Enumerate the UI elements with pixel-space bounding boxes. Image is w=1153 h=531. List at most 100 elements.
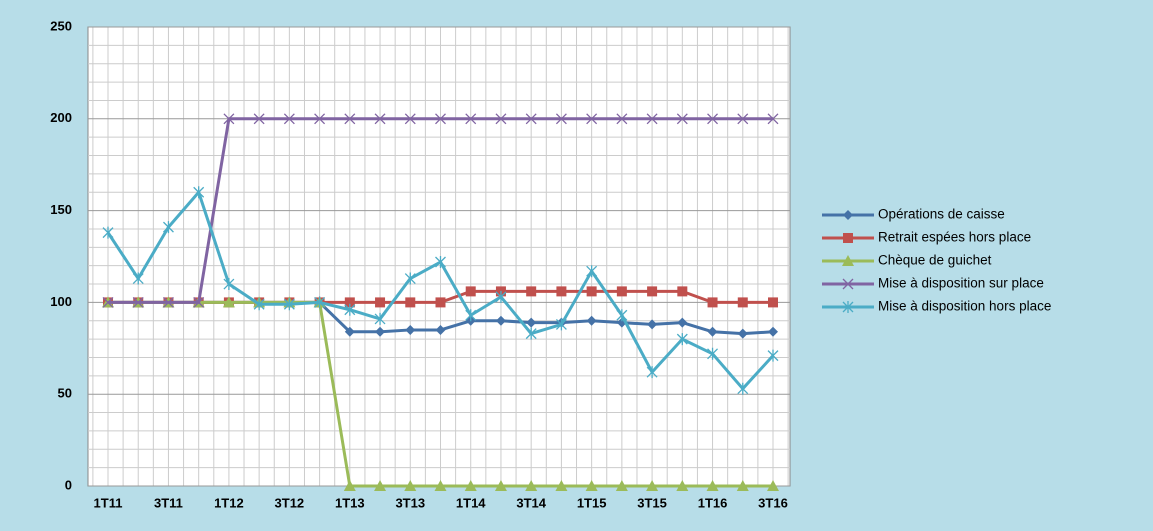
y-tick-label: 150 [50, 202, 72, 217]
marker [253, 113, 265, 125]
marker [586, 315, 597, 326]
x-tick-label: 1T11 [94, 495, 123, 510]
marker [223, 278, 235, 291]
marker [646, 366, 658, 379]
marker [555, 113, 567, 125]
x-tick-label: 3T11 [154, 495, 183, 510]
y-tick-label: 100 [50, 294, 72, 309]
marker [586, 265, 598, 278]
marker [253, 298, 265, 311]
y-tick-label: 200 [50, 110, 72, 125]
marker [404, 272, 416, 285]
y-tick-label: 250 [50, 18, 72, 33]
marker [404, 480, 417, 491]
x-tick-label: 1T16 [698, 495, 728, 510]
marker [435, 256, 446, 269]
marker [344, 297, 355, 308]
marker [526, 286, 537, 297]
marker [314, 113, 326, 125]
marker [767, 480, 779, 491]
marker [162, 296, 174, 308]
marker [494, 480, 507, 491]
x-tick-label: 3T15 [637, 495, 667, 510]
marker [616, 113, 628, 125]
marker [193, 186, 205, 199]
plot-area [87, 26, 791, 487]
marker [677, 286, 688, 297]
marker [707, 347, 719, 360]
x-tick-label: 1T12 [214, 495, 244, 510]
legend-marker [843, 233, 853, 243]
marker [585, 480, 598, 491]
marker [707, 113, 719, 125]
marker [193, 296, 205, 308]
marker [405, 297, 416, 308]
marker [465, 286, 476, 297]
marker [737, 382, 749, 395]
x-tick-label: 3T13 [395, 495, 425, 510]
marker [616, 309, 628, 322]
marker [435, 297, 446, 308]
marker [283, 298, 295, 311]
y-tick-label: 50 [58, 386, 72, 401]
marker [222, 296, 235, 308]
x-tick-label: 3T14 [516, 495, 546, 510]
marker [374, 113, 386, 125]
marker [375, 326, 386, 337]
marker [132, 296, 144, 308]
marker [344, 303, 356, 316]
marker [223, 113, 235, 125]
marker [525, 113, 537, 125]
legend-label: Mise à disposition hors place [878, 299, 1051, 314]
y-tick-label: 0 [65, 477, 72, 492]
marker [677, 317, 688, 328]
marker [586, 113, 598, 125]
marker [767, 349, 779, 362]
marker [465, 309, 477, 322]
marker [768, 326, 778, 337]
marker [676, 480, 689, 491]
marker [767, 113, 779, 125]
legend-label: Opérations de caisse [878, 207, 1005, 222]
marker [102, 296, 114, 308]
marker [555, 480, 568, 491]
legend-marker [843, 210, 853, 220]
marker [495, 290, 507, 303]
legend-marker [842, 255, 854, 266]
marker [314, 296, 326, 309]
marker [495, 315, 506, 326]
marker [465, 113, 477, 125]
marker [375, 297, 386, 308]
marker [405, 324, 416, 335]
marker [344, 113, 356, 125]
marker [525, 327, 537, 340]
marker [647, 286, 658, 297]
marker [676, 333, 688, 346]
marker [283, 113, 295, 125]
legend-label: Chèque de guichet [878, 253, 992, 268]
x-tick-label: 1T14 [456, 495, 486, 510]
marker [374, 480, 387, 491]
marker [707, 297, 718, 308]
marker [646, 480, 659, 491]
marker [676, 113, 688, 125]
marker [102, 226, 114, 239]
marker [525, 480, 538, 491]
marker [737, 297, 748, 308]
x-tick-label: 1T13 [335, 495, 365, 510]
marker [404, 113, 416, 125]
marker [374, 312, 386, 325]
legend-marker [842, 278, 854, 290]
legend-marker [842, 301, 854, 313]
marker [736, 480, 749, 491]
marker [464, 480, 477, 491]
marker [615, 480, 628, 491]
legend-label: Mise à disposition sur place [878, 276, 1044, 291]
marker [616, 286, 627, 297]
marker [647, 319, 658, 330]
x-tick-label: 1T15 [577, 495, 607, 510]
marker [344, 326, 355, 337]
x-tick-label: 3T12 [275, 495, 305, 510]
marker [737, 113, 749, 125]
